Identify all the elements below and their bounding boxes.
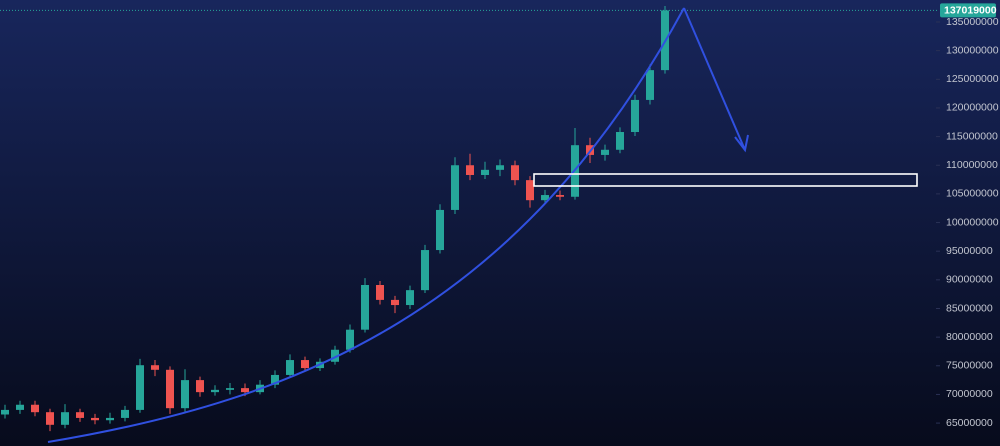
candle-body bbox=[91, 417, 99, 421]
candle-body bbox=[631, 99, 639, 133]
y-tick-label: 70000000 bbox=[946, 388, 993, 400]
candle-body bbox=[286, 360, 294, 375]
candle-body bbox=[61, 412, 69, 425]
candle-body bbox=[361, 284, 369, 330]
plot-area: 65000000 70000000 75000000 80000000 85000000… bbox=[0, 3, 999, 432]
candle-body bbox=[241, 388, 249, 393]
y-tick-label: 95000000 bbox=[946, 245, 993, 257]
candle-body bbox=[481, 169, 489, 175]
last-price-box bbox=[940, 3, 996, 18]
candle-body bbox=[31, 404, 39, 413]
candle-body bbox=[196, 380, 204, 393]
y-tick-label: 80000000 bbox=[946, 331, 993, 343]
candle-body bbox=[421, 250, 429, 291]
candle-body bbox=[151, 365, 159, 370]
candle-body bbox=[346, 329, 354, 350]
candle-body bbox=[301, 360, 309, 369]
candle-body bbox=[76, 412, 84, 418]
candle-body bbox=[226, 388, 234, 390]
candle-body bbox=[556, 195, 564, 197]
y-tick-label: 130000000 bbox=[946, 44, 999, 56]
y-tick-label: 115000000 bbox=[946, 130, 998, 142]
candle-body bbox=[121, 409, 129, 418]
candle-body bbox=[436, 209, 444, 251]
candle-body bbox=[541, 195, 549, 201]
candle-body bbox=[646, 70, 654, 100]
y-tick-label: 110000000 bbox=[946, 159, 998, 171]
candle-body bbox=[376, 284, 384, 300]
candle-body bbox=[496, 165, 504, 170]
candle-body bbox=[1, 409, 9, 415]
candle-body bbox=[106, 417, 114, 421]
candle-body bbox=[181, 380, 189, 409]
y-tick-label: 100000000 bbox=[946, 216, 999, 228]
candle-body bbox=[391, 299, 399, 306]
candle-body bbox=[451, 165, 459, 210]
candle-body bbox=[331, 349, 339, 362]
trend-curve bbox=[47, 7, 685, 443]
last-price-label: 137019000 bbox=[944, 5, 997, 17]
y-tick-label: 125000000 bbox=[946, 73, 999, 85]
candle-body bbox=[271, 374, 279, 385]
candle-body bbox=[16, 404, 24, 410]
y-tick-label: 85000000 bbox=[946, 302, 993, 314]
arrow bbox=[683, 7, 749, 153]
candle-body bbox=[136, 365, 144, 410]
zone-box bbox=[533, 173, 918, 187]
candle-body bbox=[166, 369, 174, 409]
candle-body bbox=[601, 149, 609, 155]
y-tick-label: 105000000 bbox=[946, 188, 999, 200]
candle-body bbox=[466, 165, 474, 175]
y-tick-label: 65000000 bbox=[946, 417, 993, 429]
candle-body bbox=[46, 412, 54, 425]
candle-body bbox=[211, 389, 219, 393]
candle-body bbox=[511, 165, 519, 181]
y-tick-label: 135000000 bbox=[946, 16, 999, 28]
candle-body bbox=[616, 132, 624, 150]
y-tick-label: 120000000 bbox=[946, 102, 999, 114]
y-tick-label: 90000000 bbox=[946, 274, 993, 286]
y-tick-label: 75000000 bbox=[946, 360, 993, 372]
candle-body bbox=[406, 290, 414, 306]
candle-body bbox=[526, 180, 534, 201]
